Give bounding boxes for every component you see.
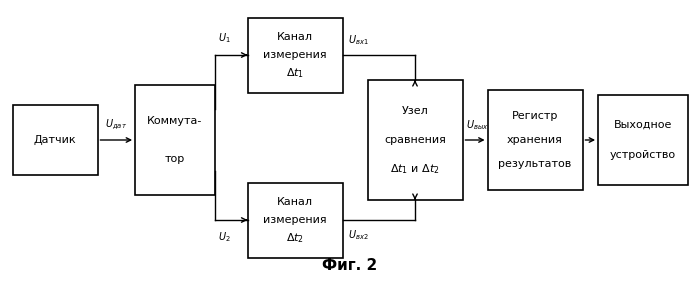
Text: результатов: результатов bbox=[498, 159, 572, 169]
Bar bbox=[13, 105, 97, 175]
Text: $U_{вых}$: $U_{вых}$ bbox=[466, 118, 488, 132]
Text: устройство: устройство bbox=[610, 150, 676, 160]
Text: Регистр: Регистр bbox=[512, 111, 558, 121]
Bar bbox=[135, 85, 215, 195]
Text: Канал: Канал bbox=[277, 197, 313, 207]
Text: Выходное: Выходное bbox=[614, 120, 672, 130]
Text: измерения: измерения bbox=[263, 50, 327, 60]
Text: $\Delta t_1$ и $\Delta t_2$: $\Delta t_1$ и $\Delta t_2$ bbox=[390, 162, 440, 176]
Text: $U_{дат}$: $U_{дат}$ bbox=[105, 118, 127, 132]
Text: Датчик: Датчик bbox=[34, 135, 76, 145]
Text: Узел: Узел bbox=[402, 106, 428, 116]
Text: Фиг. 2: Фиг. 2 bbox=[323, 258, 377, 273]
Bar bbox=[368, 80, 463, 200]
Bar bbox=[487, 90, 582, 190]
Text: сравнения: сравнения bbox=[384, 135, 446, 145]
Text: хранения: хранения bbox=[507, 135, 563, 145]
Text: Канал: Канал bbox=[277, 32, 313, 42]
Bar bbox=[248, 182, 342, 257]
Text: Коммута-: Коммута- bbox=[147, 116, 203, 126]
Text: $U_1$: $U_1$ bbox=[218, 31, 231, 45]
Bar bbox=[248, 17, 342, 92]
Text: измерения: измерения bbox=[263, 215, 327, 225]
Text: тор: тор bbox=[165, 154, 185, 164]
Text: $U_2$: $U_2$ bbox=[218, 230, 231, 244]
Text: $\Delta t_2$: $\Delta t_2$ bbox=[286, 231, 304, 245]
Text: $\Delta t_1$: $\Delta t_1$ bbox=[286, 66, 304, 80]
Bar bbox=[598, 95, 688, 185]
Text: $U_{вх1}$: $U_{вх1}$ bbox=[347, 33, 368, 47]
Text: $U_{вх2}$: $U_{вх2}$ bbox=[347, 228, 368, 242]
